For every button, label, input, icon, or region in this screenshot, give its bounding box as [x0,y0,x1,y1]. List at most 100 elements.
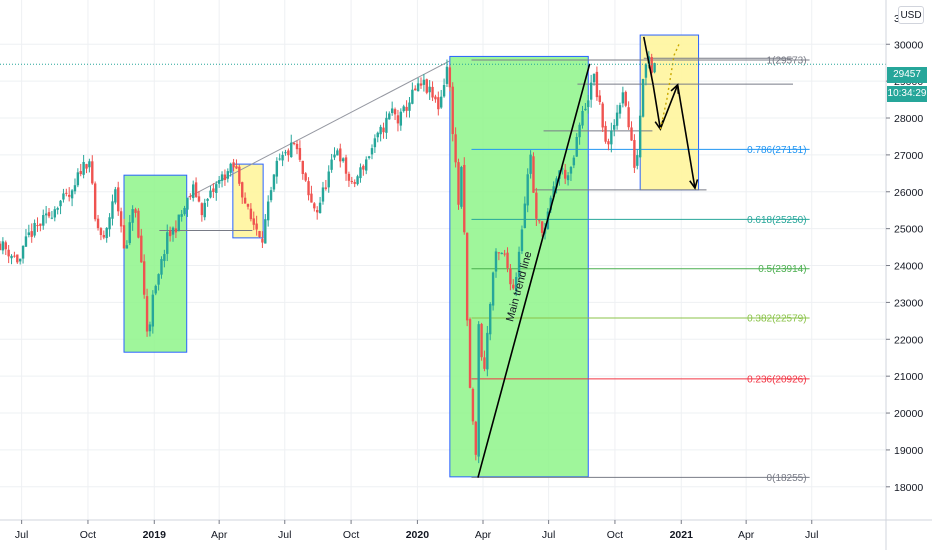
candle [128,214,131,246]
candle-body [200,203,204,216]
candle-body [295,143,299,150]
candle [477,321,480,464]
candle-body [465,232,469,321]
candle [431,81,434,102]
candle [365,156,368,175]
candle [624,90,627,108]
candle [4,240,7,256]
candle-body [212,188,215,192]
candle [258,230,261,238]
time-tick-label: Oct [607,529,623,541]
candle [572,155,576,169]
candle [641,78,645,118]
candle [142,254,146,299]
candle-body [376,132,379,138]
candle-body [197,196,201,202]
candle [578,122,581,145]
candle [621,86,625,108]
candle-body [419,83,423,86]
candle-body [566,175,570,181]
candle-body [65,192,68,194]
candle [497,252,501,261]
candle-body [638,115,642,158]
candle-body [145,296,149,332]
candle [503,249,506,257]
candle-body [278,158,281,160]
candle [180,209,183,222]
time-tick-label: Jul [542,529,555,541]
candle [480,322,483,361]
candle-body [428,86,431,93]
candle [396,109,400,132]
candle [174,220,178,239]
candle-body [514,277,518,291]
candle [448,65,452,92]
candle-body [532,156,535,193]
candle-body [333,154,336,158]
candle-body [128,222,131,244]
candle-body [592,73,596,83]
candle [538,219,541,224]
candle [21,245,25,264]
candle [108,213,111,237]
candle-body [76,172,80,186]
candle [137,208,140,239]
candle-body [252,218,255,225]
candle-body [27,232,31,236]
candle-body [59,200,62,207]
candle [633,134,636,173]
candle [445,59,449,87]
candle [7,244,10,264]
candle [566,172,570,186]
candle-body [425,79,428,93]
candle-body [448,67,452,88]
candle [278,153,281,161]
candle-body [157,274,160,285]
candle-body [108,217,111,230]
candle-body [445,66,449,84]
candle [589,74,593,108]
candle [520,225,524,254]
candle-body [241,182,244,198]
candle-body [439,96,443,108]
candle-body [16,254,19,263]
candle-body [405,106,408,111]
candle-body [50,217,54,219]
candle [30,223,33,243]
candle-body [70,190,74,199]
time-tick-label: Jul [805,529,818,541]
candle-body [255,223,258,230]
candle-body [226,171,230,179]
time-tick-label: Apr [211,529,228,541]
candle-body [402,106,405,112]
currency-label[interactable]: USD [898,6,924,24]
candle [217,175,221,188]
candle-body [431,86,434,98]
time-axis: Jul Oct 2019 Apr Jul Oct 2020 Apr Jul Oct 2021 Apr J… [0,519,932,541]
candle-body [578,124,581,138]
candle-body [166,232,169,254]
candle [183,205,186,216]
projection-segment [642,36,654,85]
candle [437,91,440,116]
candle [370,144,374,160]
candle-body [506,252,509,268]
candle-body [24,236,28,247]
candle-body [627,107,630,128]
candle-body [489,303,492,335]
candle [96,214,100,231]
candle [59,199,62,215]
candle-body [18,258,22,262]
candle [307,177,310,201]
candle [301,160,304,180]
candle [316,206,319,220]
candle-body [529,154,532,174]
candle [610,122,613,153]
candle-body [535,192,538,219]
candle-body [408,102,411,111]
candle [194,177,198,198]
candle [422,74,426,92]
projection-segment [652,84,662,130]
